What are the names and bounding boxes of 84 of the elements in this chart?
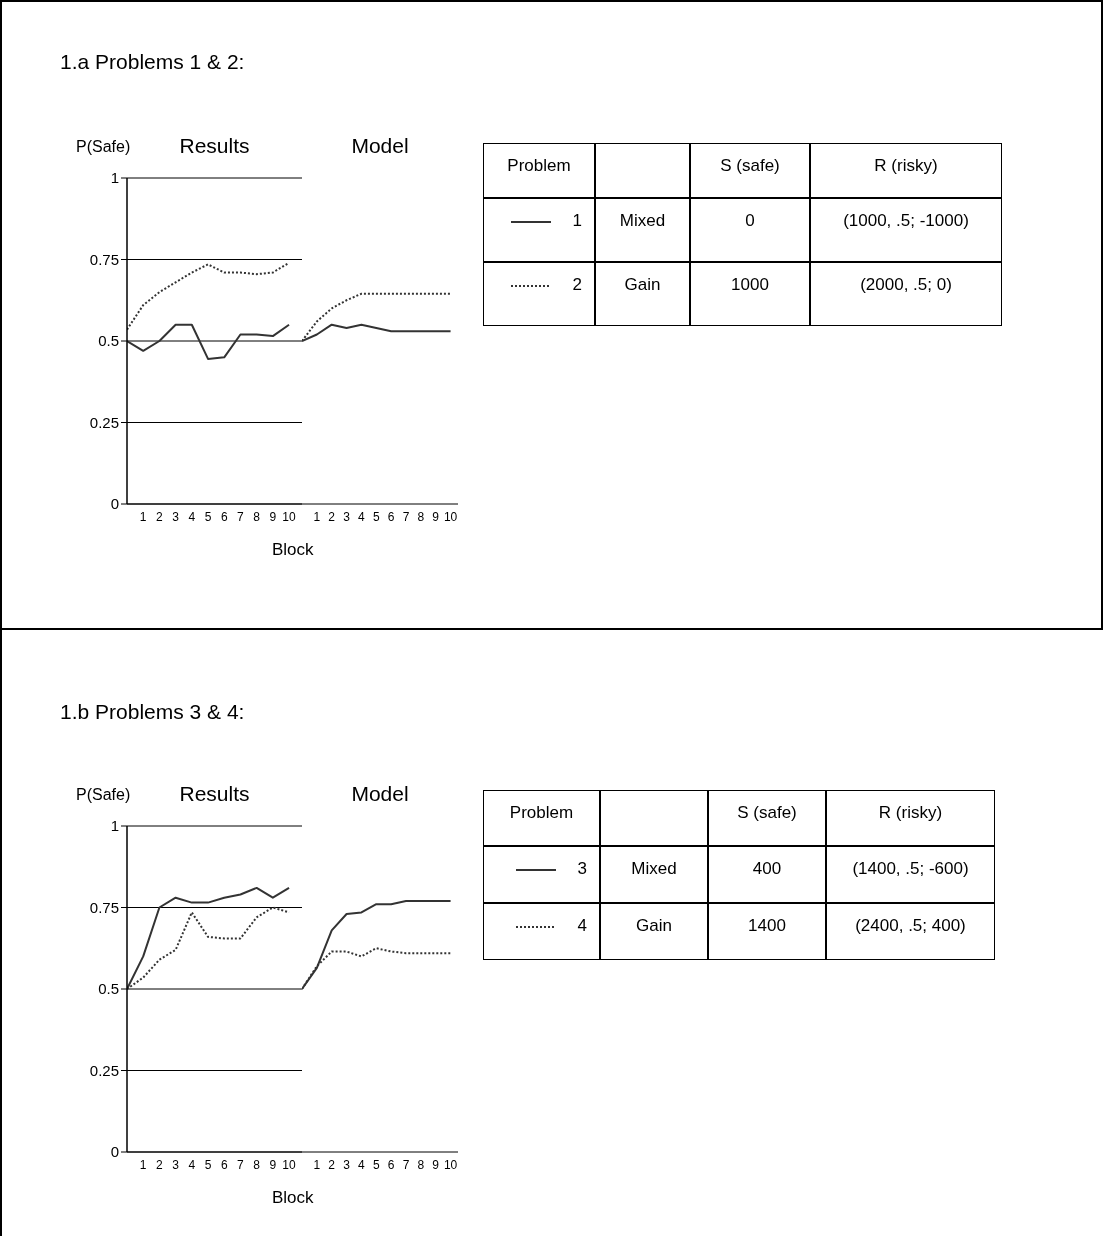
x-tick-label: 9 [432,509,440,524]
text: S (safe) [690,143,810,198]
legend-label: 3 [577,859,587,879]
x-tick-label: 6 [220,1157,228,1172]
x-tick-label: 9 [269,1157,277,1172]
text: Problem [483,790,600,846]
line-series [127,323,291,360]
x-tick-label: 6 [387,509,395,524]
x-tick-label: 5 [372,1157,380,1172]
x-tick-label: 8 [417,1157,425,1172]
x-tick-label: 9 [269,509,277,524]
x-tick-label: 1 [139,1157,147,1172]
x-tick-label: 2 [328,509,336,524]
chart-title: Results [179,134,250,157]
text: 1400 [708,903,826,960]
y-tick-label: 1 [110,169,119,187]
x-tick-label: 6 [387,1157,395,1172]
x-tick-label: 10 [282,1157,297,1172]
x-tick-label: 7 [402,509,410,524]
y-tick-label: 0.75 [89,898,119,916]
x-tick-label: 7 [237,1157,245,1172]
x-tick-label: 5 [204,509,212,524]
text: 1.b Problems 3 & 4: [60,700,245,724]
y-tick-label: 0 [110,1143,119,1161]
text: (2000, .5; 0) [810,262,1002,326]
text: R (risky) [826,790,995,846]
text: Gain [600,903,708,960]
x-tick-label: 2 [156,1157,164,1172]
y-tick-label: 0 [110,495,119,513]
x-tick-label: 4 [188,1157,196,1172]
x-tick-label: 5 [204,1157,212,1172]
x-axis-title: Block [272,1188,314,1208]
x-tick-label: 1 [313,1157,321,1172]
y-tick-label: 0.75 [89,250,119,268]
text: 0 [690,198,810,262]
text: (1000, .5; -1000) [810,198,1002,262]
text: Problem [483,143,595,198]
x-tick-label: 10 [443,1157,458,1172]
x-tick-label: 3 [172,1157,180,1172]
legend-label: 2 [572,275,582,295]
x-tick-label: 3 [343,509,351,524]
text: R (risky) [810,143,1002,198]
chart-title: Results [179,782,250,805]
x-tick-label: 9 [432,1157,440,1172]
y-tick-label: 0.25 [89,1061,119,1079]
text: Gain [595,262,690,326]
text: 400 [708,846,826,903]
x-tick-label: 6 [220,509,228,524]
x-tick-label: 1 [139,509,147,524]
text: Mixed [595,198,690,262]
x-tick-label: 4 [358,509,366,524]
text: 1.a Problems 1 & 2: [60,50,245,74]
y-axis-title: P(Safe) [76,786,131,804]
x-tick-label: 8 [253,509,261,524]
x-tick-label: 1 [313,509,321,524]
x-tick-label: 5 [372,509,380,524]
chart-title: Model [350,782,410,806]
legend-label: 4 [577,916,587,936]
x-tick-label: 4 [358,1157,366,1172]
legend-label: 1 [572,211,582,231]
y-tick-label: 0.5 [98,980,119,998]
x-tick-label: 10 [282,509,297,524]
text: Mixed [600,846,708,903]
x-tick-label: 4 [188,509,196,524]
x-tick-label: 3 [172,509,180,524]
text: S (safe) [708,790,826,846]
text: (2400, .5; 400) [826,903,995,960]
text: 1000 [690,262,810,326]
y-tick-label: 1 [110,817,119,835]
line-series [127,261,291,331]
x-axis-title: Block [272,540,314,560]
y-tick-label: 0.5 [98,332,119,350]
x-tick-label: 10 [443,509,458,524]
x-tick-label: 8 [253,1157,261,1172]
x-tick-label: 7 [237,509,245,524]
x-tick-label: 7 [402,1157,410,1172]
y-tick-label: 0.25 [89,413,119,431]
x-tick-label: 8 [417,509,425,524]
chart-title: Model [350,134,410,158]
x-tick-label: 3 [343,1157,351,1172]
x-tick-label: 2 [328,1157,336,1172]
text: (1400, .5; -600) [826,846,995,903]
x-tick-label: 2 [156,509,164,524]
y-axis-title: P(Safe) [76,138,131,156]
